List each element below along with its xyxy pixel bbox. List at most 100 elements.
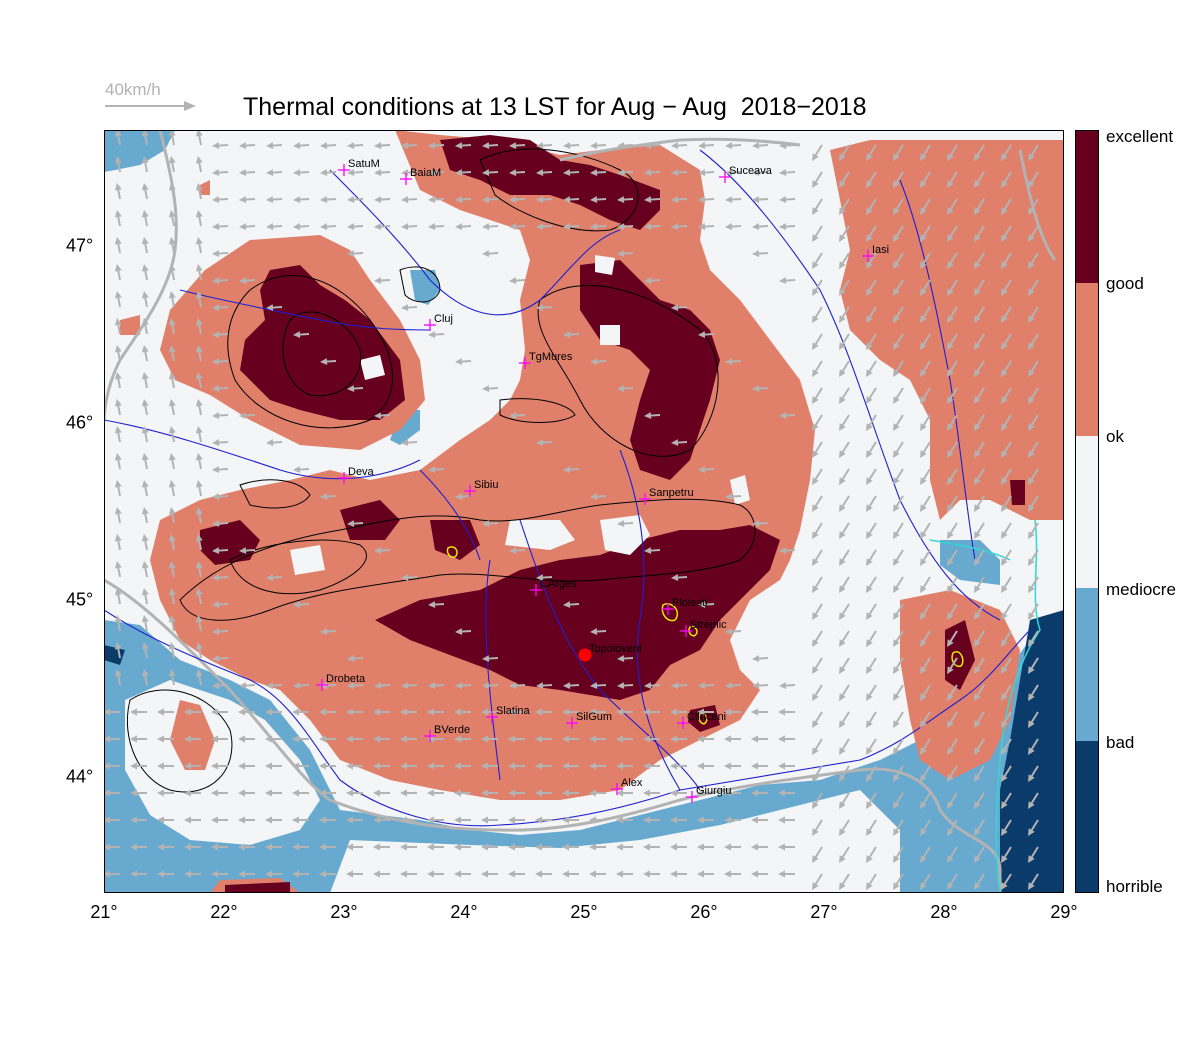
wind-arrow xyxy=(839,279,850,296)
wind-arrow xyxy=(724,762,741,770)
wind-arrow xyxy=(212,331,229,339)
wind-arrow xyxy=(319,708,336,716)
wind-arrow xyxy=(920,495,931,512)
wind-arrow xyxy=(130,735,147,743)
wind-arrow xyxy=(778,789,795,797)
wind-arrow xyxy=(266,169,283,177)
wind-arrow xyxy=(157,843,174,851)
wind-arrow xyxy=(195,615,203,632)
wind-arrow xyxy=(670,843,687,851)
wind-arrow xyxy=(778,843,795,851)
wind-arrow xyxy=(168,615,176,632)
wind-arrow xyxy=(812,657,823,674)
wind-arrow xyxy=(812,144,823,161)
wind-arrow xyxy=(589,735,606,743)
wind-arrow xyxy=(866,657,877,674)
wind-arrow xyxy=(839,171,850,188)
national-borders xyxy=(104,130,1057,893)
wind-arrow xyxy=(1001,657,1012,674)
wind-arrow xyxy=(671,223,688,231)
wind-arrow xyxy=(168,534,176,551)
wind-arrow xyxy=(141,264,149,281)
wind-arrow xyxy=(866,765,877,782)
wind-arrow xyxy=(292,735,309,743)
wind-arrow xyxy=(893,630,904,647)
wind-arrow xyxy=(195,291,203,308)
wind-arrow xyxy=(455,169,472,177)
wind-arrow xyxy=(346,735,363,743)
wind-arrow xyxy=(238,762,255,770)
wind-arrow xyxy=(866,279,877,296)
city-marker xyxy=(338,164,350,176)
wind-arrow xyxy=(346,870,363,878)
wind-scale-arrow-icon xyxy=(105,101,196,111)
wind-arrow xyxy=(141,561,149,578)
wind-arrow xyxy=(347,655,364,663)
wind-arrow xyxy=(536,169,553,177)
wind-arrow xyxy=(671,439,688,447)
wind-arrow xyxy=(1001,360,1012,377)
city-label: TgMures xyxy=(529,351,573,363)
wind-arrow xyxy=(920,846,931,863)
wind-arrow xyxy=(1028,387,1039,404)
wind-arrow xyxy=(508,789,525,797)
wind-arrow xyxy=(893,576,904,593)
wind-arrow xyxy=(671,196,688,204)
wind-arrow xyxy=(184,789,201,797)
wind-arrow xyxy=(697,789,714,797)
wind-arrow xyxy=(373,789,390,797)
wind-arrow xyxy=(141,669,149,686)
wind-arrow xyxy=(974,441,985,458)
wind-arrow xyxy=(319,762,336,770)
wind-arrow xyxy=(347,169,364,177)
wind-arrow xyxy=(535,735,552,743)
wind-arrow xyxy=(563,331,580,339)
wind-arrow xyxy=(184,708,201,716)
wind-arrow xyxy=(670,870,687,878)
wind-arrow xyxy=(195,669,203,686)
wind-arrow xyxy=(698,142,715,150)
wind-arrow xyxy=(536,223,553,231)
wind-arrow xyxy=(482,142,499,150)
wind-arrow xyxy=(644,169,661,177)
wind-arrow xyxy=(509,142,526,150)
wind-arrow xyxy=(974,630,985,647)
wind-arrow xyxy=(211,762,228,770)
wind-arrow xyxy=(157,735,174,743)
wind-arrow xyxy=(617,385,634,393)
wind-arrow xyxy=(617,682,634,690)
wind-arrow xyxy=(319,843,336,851)
wind-arrow xyxy=(455,628,472,636)
wind-arrow xyxy=(866,792,877,809)
ok-zone-southwest xyxy=(125,680,320,845)
city-label: Deva xyxy=(348,466,374,478)
wind-arrow xyxy=(401,304,418,312)
wind-arrow xyxy=(168,507,176,524)
wind-arrow xyxy=(974,468,985,485)
wind-arrow xyxy=(616,708,633,716)
wind-arrow xyxy=(947,360,958,377)
wind-arrow xyxy=(1001,576,1012,593)
wind-arrow xyxy=(141,615,149,632)
wind-arrow xyxy=(130,762,147,770)
wind-arrow xyxy=(812,792,823,809)
wind-arrow xyxy=(617,250,634,258)
wind-arrow xyxy=(239,682,256,690)
wind-arrow xyxy=(839,819,850,836)
wind-arrow xyxy=(195,264,203,281)
wind-arrow xyxy=(347,385,364,393)
wind-arrow xyxy=(644,412,661,420)
wind-arrow xyxy=(211,735,228,743)
city-marker xyxy=(566,717,578,729)
wind-arrow xyxy=(617,223,634,231)
wind-arrow xyxy=(839,630,850,647)
wind-arrow xyxy=(1028,630,1039,647)
wind-arrow xyxy=(644,196,661,204)
wind-arrow xyxy=(947,549,958,566)
wind-arrow xyxy=(238,708,255,716)
wind-arrow xyxy=(265,843,282,851)
wind-arrow xyxy=(292,762,309,770)
city-label: SatuM xyxy=(348,158,380,170)
wind-arrow xyxy=(141,453,149,470)
wind-arrow xyxy=(839,144,850,161)
